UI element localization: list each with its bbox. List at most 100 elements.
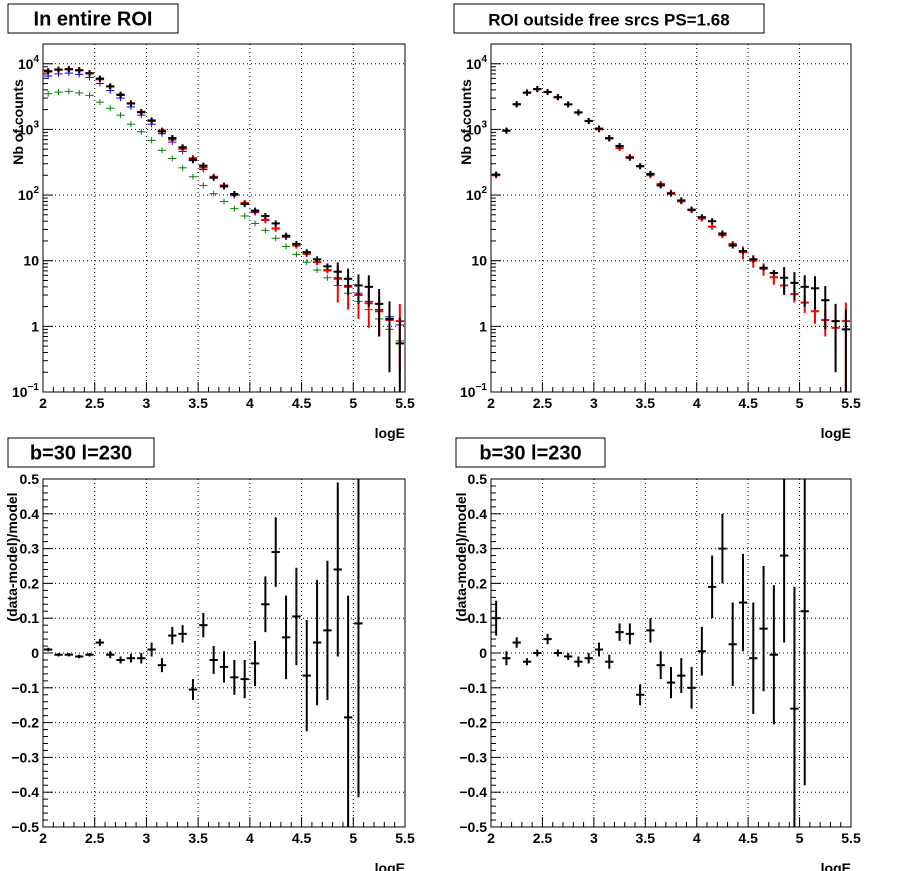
- y-tick-label: −0.4: [11, 784, 39, 800]
- grid: [43, 479, 405, 827]
- pad-title-box: [7, 437, 155, 468]
- x-tick-label: 3.5: [188, 830, 208, 846]
- x-tick-label: 4.5: [292, 830, 312, 846]
- x-tick-label: 2: [39, 395, 47, 411]
- y-tick-label: 0.5: [20, 471, 40, 487]
- pad-title: In entire ROI: [34, 9, 153, 31]
- y-tick-label: 0.2: [468, 575, 488, 591]
- series-0: [44, 479, 363, 827]
- grid: [491, 44, 851, 392]
- x-tick-label: 5: [349, 395, 357, 411]
- x-tick-label: 5.5: [841, 395, 861, 411]
- pad-title: ROI outside free srcs PS=1.68: [488, 11, 729, 30]
- y-tick-exponent: 4: [33, 54, 39, 65]
- series-0: [492, 479, 809, 827]
- series-3: [44, 66, 404, 392]
- y-tick-label: −0.3: [459, 749, 487, 765]
- x-tick-label: 5: [349, 830, 357, 846]
- y-tick-label: 0.2: [20, 575, 40, 591]
- y-tick-label: 0.3: [468, 541, 488, 557]
- y-tick-label: −0.3: [11, 749, 39, 765]
- x-axis-title: logE: [375, 860, 405, 871]
- y-tick-label: 0.5: [468, 471, 488, 487]
- y-tick-label: 0.4: [20, 506, 40, 522]
- x-tick-label: 3: [590, 395, 598, 411]
- y-tick-label: 0: [479, 645, 487, 661]
- x-tick-label: 2.5: [85, 395, 105, 411]
- x-tick-label: 5: [796, 830, 804, 846]
- y-tick-label: −0.5: [11, 819, 39, 835]
- x-tick-label: 5.5: [395, 395, 415, 411]
- axes: 2 2.5 3 3.5 4 4.5 5 5.5 −0.5 −0.4 −0.3 −0.2 −0.1 0 0.1…: [4, 471, 415, 871]
- x-tick-label: 2: [487, 395, 495, 411]
- y-tick-label: −0.5: [459, 819, 487, 835]
- x-tick-label: 3: [143, 395, 151, 411]
- x-tick-label: 2: [39, 830, 47, 846]
- y-tick-label: 10: [471, 253, 487, 269]
- x-axis-title: logE: [821, 860, 851, 871]
- axes: 2 2.5 3 3.5 4 4.5 5 5.5 −0.5 −0.4 −0.3 −0.2 −0.1 0 0.1…: [453, 471, 861, 871]
- x-tick-label: 3: [590, 830, 598, 846]
- x-tick-label: 5.5: [841, 830, 861, 846]
- y-axis-title: Nb of counts: [458, 79, 474, 165]
- y-axis-title: (data-model)/model: [453, 492, 469, 621]
- x-tick-label: 3.5: [188, 395, 208, 411]
- x-tick-label: 4.5: [292, 395, 312, 411]
- y-tick-label: 0.1: [20, 610, 40, 626]
- x-tick-label: 5.5: [395, 830, 415, 846]
- y-axis-title: (data-model)/model: [4, 492, 20, 621]
- x-tick-label: 3.5: [636, 395, 656, 411]
- x-tick-label: 4: [246, 395, 254, 411]
- y-tick-label: 1: [479, 318, 487, 334]
- x-tick-label: 3: [143, 830, 151, 846]
- y-tick-label: −0.1: [459, 680, 487, 696]
- y-tick-label: 0.1: [468, 610, 488, 626]
- plot-frame: [490, 43, 852, 393]
- y-tick-exponent: 3: [33, 119, 39, 130]
- x-tick-label: 2.5: [85, 830, 105, 846]
- y-tick-label: −0.1: [11, 680, 39, 696]
- x-tick-label: 2.5: [533, 395, 553, 411]
- y-tick-exponent: 4: [481, 54, 487, 65]
- y-tick-exponent: 2: [33, 185, 39, 196]
- y-axis-title: Nb of counts: [10, 79, 26, 165]
- x-axis-title: logE: [375, 425, 405, 441]
- x-tick-label: 4: [693, 830, 701, 846]
- x-tick-label: 4: [246, 830, 254, 846]
- pad-residuals-left: 2 2.5 3 3.5 4 4.5 5 5.5 −0.5 −0.4 −0.3 −0.2 −0.1 0 0.1…: [4, 437, 415, 871]
- pad-title-box: [455, 437, 606, 468]
- x-tick-label: 2: [487, 830, 495, 846]
- pad-title: b=30 l=230: [479, 443, 581, 465]
- y-tick-exponent: 2: [481, 185, 487, 196]
- y-tick-label: −0.2: [459, 715, 487, 731]
- y-tick-label: 1: [31, 318, 39, 334]
- series-1: [492, 86, 850, 392]
- pad-title: b=30 l=230: [30, 443, 132, 465]
- x-tick-label: 4.5: [738, 395, 758, 411]
- plot-frame: [42, 43, 406, 393]
- x-tick-label: 2.5: [533, 830, 553, 846]
- y-tick-label: 0: [31, 645, 39, 661]
- x-tick-label: 4.5: [738, 830, 758, 846]
- x-tick-label: 4: [693, 395, 701, 411]
- y-tick-label: 0.3: [20, 541, 40, 557]
- y-tick-exponent: −1: [28, 382, 40, 393]
- y-tick-label: −0.2: [11, 715, 39, 731]
- pad-residuals-right: 2 2.5 3 3.5 4 4.5 5 5.5 −0.5 −0.4 −0.3 −0.2 −0.1 0 0.1…: [453, 437, 861, 871]
- y-tick-label: 0.4: [468, 506, 488, 522]
- y-tick-label: −0.4: [459, 784, 487, 800]
- y-tick-exponent: −1: [476, 382, 488, 393]
- x-tick-label: 5: [796, 395, 804, 411]
- x-tick-label: 3.5: [636, 830, 656, 846]
- y-tick-exponent: 3: [481, 119, 487, 130]
- grid: [43, 44, 405, 392]
- grid: [491, 479, 851, 827]
- pad-title-box: [453, 3, 765, 34]
- pad-title-box: [7, 3, 179, 34]
- x-axis-title: logE: [821, 425, 851, 441]
- y-tick-label: 10: [23, 253, 39, 269]
